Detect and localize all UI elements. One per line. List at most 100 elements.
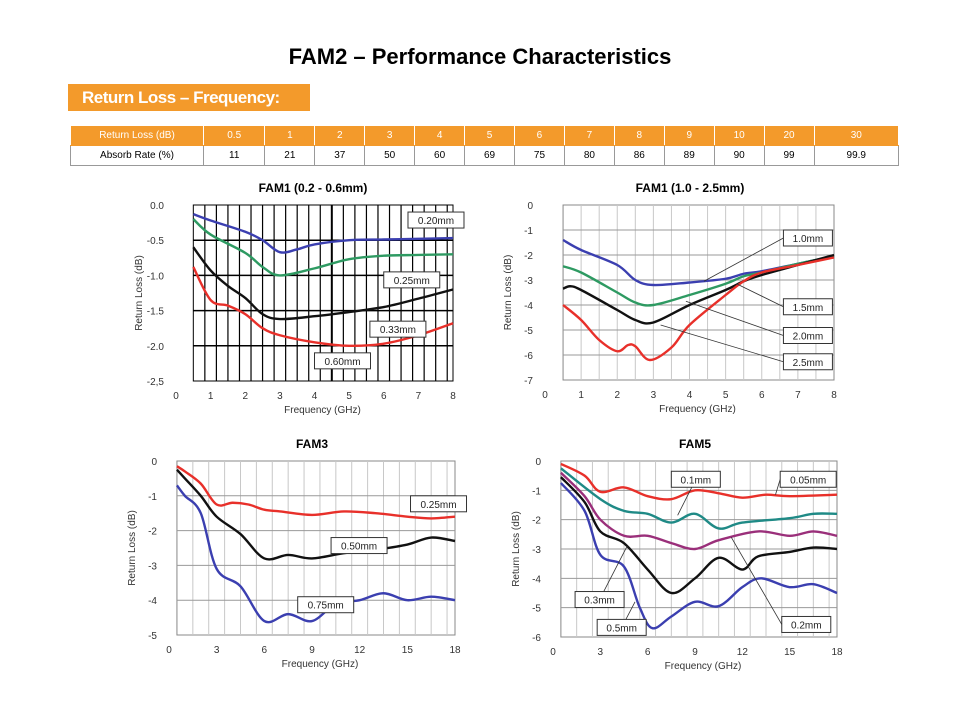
- y-tick-label: 0.0: [150, 201, 164, 212]
- series-line-0.75mm: [175, 484, 456, 624]
- x-tick-label: 6: [759, 390, 765, 401]
- x-tick-label: 12: [737, 647, 749, 658]
- x-tick-label: 6: [262, 645, 268, 656]
- y-tick-label: 0: [527, 201, 533, 212]
- y-tick-label: -1.0: [147, 271, 165, 282]
- chart-1: 0 1 2 3 4 5 6 7 8 0.0 -0.5 -1.0 -1.5 -2.0 -2,5 FAM1 (0.…: [134, 181, 465, 416]
- series-line-0.50mm: [176, 468, 456, 561]
- callout-box: [574, 591, 625, 609]
- y-axis-label: Return Loss (dB): [134, 255, 145, 331]
- callout-leader: [775, 479, 781, 495]
- x-tick-label: 18: [831, 647, 843, 658]
- callout-box: [782, 298, 833, 316]
- y-tick-label: -1: [524, 226, 533, 237]
- callout-label: 0.33mm: [380, 325, 416, 336]
- chart-4: 0 3 6 9 12 15 18 0 -1 -2 -3 -4 -5 -6 FAM5 Frequency (GH…: [511, 437, 843, 672]
- return-loss-cell: 5: [464, 125, 515, 146]
- y-tick-label: -1: [148, 492, 157, 503]
- y-tick-label: -1: [532, 486, 541, 497]
- x-tick-label: 1: [578, 390, 584, 401]
- table-header-row: Return Loss (dB) 0.5 1 2 3 4 5 6 7 8 9 10 20 30: [70, 125, 900, 146]
- absorb-rate-table: Return Loss (dB) 0.5 1 2 3 4 5 6 7 8 9 10 20 30 Abso…: [70, 125, 900, 166]
- series-line-2.0mm: [562, 253, 835, 325]
- callout-box: [297, 596, 355, 614]
- y-tick-label: -4: [532, 574, 541, 585]
- x-tick-label: 12: [354, 645, 366, 656]
- y-tick-label: -4: [148, 596, 157, 607]
- x-tick-label: 0: [173, 391, 179, 402]
- callout-box: [670, 470, 721, 488]
- x-tick-label: 15: [784, 647, 796, 658]
- callout-label: 0.25mm: [420, 500, 456, 511]
- chart-2: 0 1 2 3 4 5 6 7 8 0 -1 -2 -3 -4 -5 -6 -7 FAM1 (1.0 - 2.5m…: [503, 181, 837, 415]
- return-loss-cell: 30: [813, 125, 900, 146]
- section-banner: Return Loss – Frequency:: [68, 84, 310, 111]
- x-axis-label: Frequency (GHz): [282, 659, 359, 670]
- callout-box: [782, 229, 833, 247]
- x-tick-label: 6: [645, 647, 651, 658]
- x-tick-label: 7: [416, 391, 422, 402]
- x-tick-label: 3: [598, 647, 604, 658]
- y-axis-label: Return Loss (dB): [511, 511, 522, 587]
- x-tick-label: 4: [312, 391, 318, 402]
- x-tick-label: 0: [550, 647, 556, 658]
- y-tick-label: -0.5: [147, 236, 165, 247]
- return-loss-cell: 4: [414, 125, 466, 146]
- callout-label: 0.1mm: [681, 475, 712, 486]
- callout-box: [782, 353, 833, 371]
- return-loss-cell: 7: [563, 125, 615, 146]
- series-line-0.60mm: [192, 266, 454, 348]
- callout-box: [330, 537, 388, 555]
- callout-box: [596, 618, 647, 636]
- callout-label: 0.20mm: [418, 216, 454, 227]
- callout-box: [369, 320, 427, 338]
- return-loss-cell: 8: [613, 125, 665, 146]
- x-tick-label: 9: [692, 647, 698, 658]
- y-tick-label: -2: [524, 251, 533, 262]
- callout-box: [383, 271, 441, 289]
- x-tick-label: 5: [723, 390, 729, 401]
- callout-label: 0.5mm: [606, 623, 637, 634]
- y-tick-label: -3: [148, 561, 157, 572]
- chart-3: 0 3 6 9 12 15 18 0 -1 -2 -3 -4 -5 FAM3 Frequency (GHz)…: [127, 437, 468, 670]
- x-tick-label: 0: [542, 390, 548, 401]
- series-line-0.2mm: [560, 471, 838, 551]
- callout-box: [407, 211, 465, 229]
- y-tick-label: -2: [532, 516, 541, 527]
- series-line-0.25mm: [176, 465, 456, 520]
- x-axis-label: Frequency (GHz): [665, 661, 742, 672]
- callout-leader: [730, 537, 783, 625]
- x-tick-label: 8: [831, 390, 837, 401]
- x-tick-label: 3: [651, 390, 657, 401]
- absorb-rate-cell: 99.9: [813, 145, 900, 166]
- y-tick-label: -4: [524, 301, 533, 312]
- callout-leader: [685, 300, 784, 336]
- x-tick-label: 3: [277, 391, 283, 402]
- return-loss-cell: 0.5: [202, 125, 266, 146]
- callout-label: 0.75mm: [308, 601, 344, 612]
- x-axis-label: Frequency (GHz): [284, 405, 361, 416]
- slide-title: FAM2 – Performance Characteristics: [288, 44, 672, 69]
- callout-leader: [703, 237, 784, 282]
- callout-label: 2.5mm: [793, 358, 824, 369]
- y-tick-label: -5: [148, 631, 157, 642]
- callout-box: [781, 615, 832, 633]
- x-tick-label: 3: [214, 645, 220, 656]
- y-tick-label: -2.0: [147, 342, 165, 353]
- x-tick-label: 9: [309, 645, 315, 656]
- callout-leader: [660, 324, 784, 363]
- y-tick-label: -5: [532, 604, 541, 615]
- y-tick-label: -1.5: [147, 307, 165, 318]
- table-row: Absorb Rate (%) 11 21 37 50 60 69 75 80 86 89 90 99…: [70, 145, 900, 166]
- y-tick-label: -6: [524, 351, 533, 362]
- absorb-rate-cell: 50: [364, 145, 416, 166]
- x-tick-label: 18: [449, 645, 461, 656]
- x-tick-label: 15: [402, 645, 414, 656]
- y-tick-label: 0: [151, 457, 157, 468]
- chart-title: FAM3: [296, 437, 328, 451]
- x-tick-label: 2: [614, 390, 620, 401]
- absorb-rate-cell: 99: [763, 145, 815, 166]
- y-tick-label: 0: [535, 457, 541, 468]
- x-tick-label: 1: [208, 391, 214, 402]
